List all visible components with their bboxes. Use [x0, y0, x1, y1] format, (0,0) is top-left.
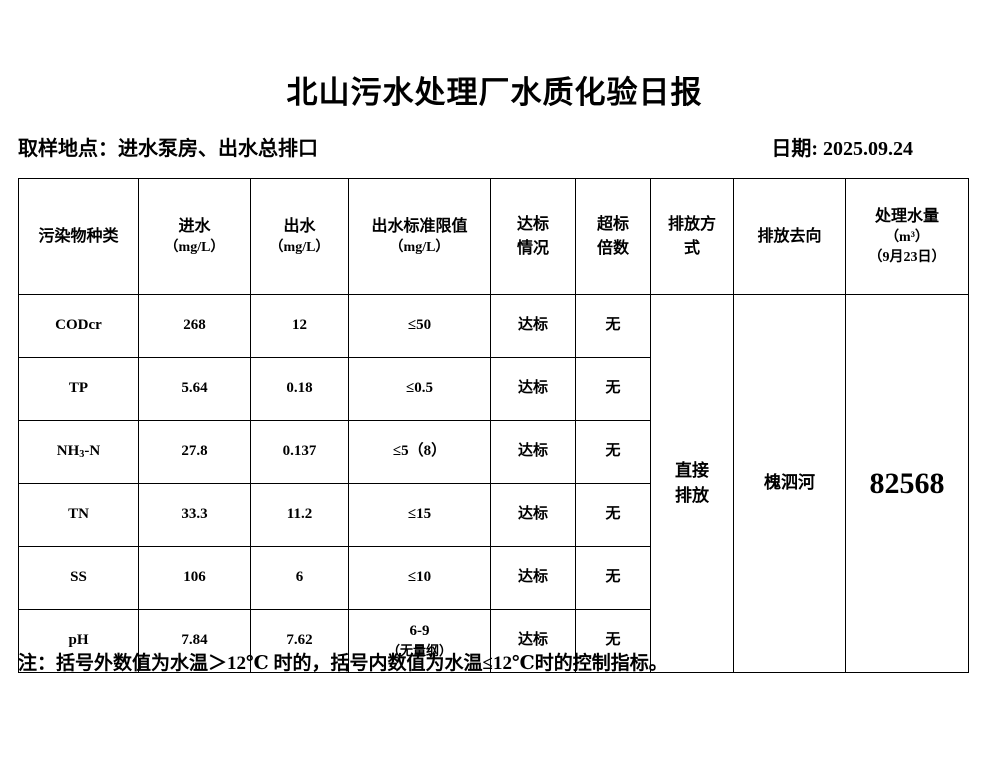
header-discharge-mode-line1: 排放方 [667, 216, 716, 234]
standard-value: 6-9 [409, 622, 430, 639]
cell-effluent: 12 [250, 294, 349, 358]
header-discharge-mode: 排放方 式 [650, 178, 734, 295]
cell-pollutant: NH3-N [18, 420, 139, 484]
header-volume-date: （9月23日） [868, 250, 946, 266]
cell-effluent: 11.2 [250, 483, 349, 547]
cell-compliance: 达标 [490, 294, 576, 358]
cell-standard: ≤10 [348, 546, 491, 610]
cell-influent: 7.84 [138, 609, 251, 673]
header-standard-unit: （mg/L） [389, 239, 450, 255]
cell-effluent: 0.18 [250, 357, 349, 421]
cell-pollutant: TN [18, 483, 139, 547]
header-standard-limit: 出水标准限值 （mg/L） [348, 178, 491, 295]
report-date: 日期: 2025.09.24 [771, 138, 913, 160]
cell-treated-volume: 82568 [845, 294, 969, 673]
cell-influent: 268 [138, 294, 251, 358]
header-discharge-destination-label: 排放去向 [757, 227, 822, 245]
header-row: 污染物种类 进水 （mg/L） 出水 （mg/L） 出水标准限值 （mg/L） … [18, 178, 969, 295]
table-body: CODcr 268 12 ≤50 达标 无 直接 排放 槐泗河 82568 TP… [18, 294, 969, 673]
pollutant-tail: -N [84, 442, 101, 459]
cell-standard: ≤50 [348, 294, 491, 358]
cell-discharge-destination: 槐泗河 [733, 294, 846, 673]
header-exceed-factor: 超标 倍数 [575, 178, 651, 295]
cell-influent: 33.3 [138, 483, 251, 547]
header-discharge-mode-line2: 式 [683, 239, 700, 257]
cell-pollutant: pH [18, 609, 139, 673]
discharge-mode-line2: 排放 [675, 485, 709, 505]
header-treated-volume: 处理水量 （m³） （9月23日） [845, 178, 969, 295]
cell-standard: ≤0.5 [348, 357, 491, 421]
cell-compliance: 达标 [490, 483, 576, 547]
cell-exceed: 无 [575, 609, 651, 673]
header-exceed-line2: 倍数 [596, 239, 629, 257]
discharge-mode-line1: 直接 [675, 460, 709, 480]
header-pollutant: 污染物种类 [18, 178, 139, 295]
table-header: 污染物种类 进水 （mg/L） 出水 （mg/L） 出水标准限值 （mg/L） … [18, 178, 969, 295]
cell-exceed: 无 [575, 357, 651, 421]
header-influent: 进水 （mg/L） [138, 178, 251, 295]
cell-pollutant: TP [18, 357, 139, 421]
header-standard-label: 出水标准限值 [371, 217, 468, 235]
cell-effluent: 6 [250, 546, 349, 610]
cell-discharge-mode: 直接 排放 [650, 294, 734, 673]
header-exceed-line1: 超标 [596, 216, 629, 234]
header-compliance: 达标 情况 [490, 178, 576, 295]
header-effluent: 出水 （mg/L） [250, 178, 349, 295]
water-quality-table: 污染物种类 进水 （mg/L） 出水 （mg/L） 出水标准限值 （mg/L） … [18, 178, 969, 673]
cell-standard: ≤5（8） [348, 420, 491, 484]
header-compliance-line1: 达标 [516, 216, 549, 234]
table-row: CODcr 268 12 ≤50 达标 无 直接 排放 槐泗河 82568 [18, 294, 969, 673]
page-title: 北山污水处理厂水质化验日报 [286, 75, 703, 110]
cell-influent: 5.64 [138, 357, 251, 421]
cell-pollutant: SS [18, 546, 139, 610]
table-row: TP 5.64 0.18 ≤0.5 达标 无 [18, 357, 969, 421]
header-compliance-line2: 情况 [516, 239, 549, 257]
cell-exceed: 无 [575, 546, 651, 610]
cell-compliance: 达标 [490, 546, 576, 610]
table-row: TN 33.3 11.2 ≤15 达标 无 [18, 483, 969, 547]
cell-exceed: 无 [575, 483, 651, 547]
table-row: SS 106 6 ≤10 达标 无 [18, 546, 969, 610]
pollutant-subscript: 3 [79, 449, 85, 461]
header-pollutant-label: 污染物种类 [38, 227, 119, 245]
header-effluent-unit: （mg/L） [269, 239, 330, 255]
standard-unit-note: （无量纲） [386, 643, 452, 659]
cell-influent: 27.8 [138, 420, 251, 484]
footnote: 注：括号外数值为水温＞12℃ 时的，括号内数值为水温≤12℃时的控制指标。 [18, 653, 668, 674]
sample-location: 取样地点：进水泵房、出水总排口 [18, 138, 318, 160]
header-influent-label: 进水 [178, 217, 211, 235]
header-volume-line1: 处理水量 [874, 207, 939, 225]
cell-exceed: 无 [575, 420, 651, 484]
pollutant-base: NH [56, 442, 80, 459]
cell-compliance: 达标 [490, 420, 576, 484]
table-row: pH 7.84 7.62 6-9 （无量纲） 达标 无 [18, 609, 969, 673]
header-volume-unit: （m³） [885, 229, 929, 245]
meta-row: 取样地点：进水泵房、出水总排口 日期: 2025.09.24 [18, 132, 971, 161]
cell-pollutant: CODcr [18, 294, 139, 358]
cell-influent: 106 [138, 546, 251, 610]
header-discharge-destination: 排放去向 [733, 178, 846, 295]
cell-effluent: 0.137 [250, 420, 349, 484]
cell-standard: ≤15 [348, 483, 491, 547]
cell-compliance: 达标 [490, 357, 576, 421]
cell-effluent: 7.62 [250, 609, 349, 673]
header-influent-unit: （mg/L） [164, 239, 225, 255]
header-effluent-label: 出水 [283, 217, 316, 235]
table-row: NH3-N 27.8 0.137 ≤5（8） 达标 无 [18, 420, 969, 484]
cell-exceed: 无 [575, 294, 651, 358]
